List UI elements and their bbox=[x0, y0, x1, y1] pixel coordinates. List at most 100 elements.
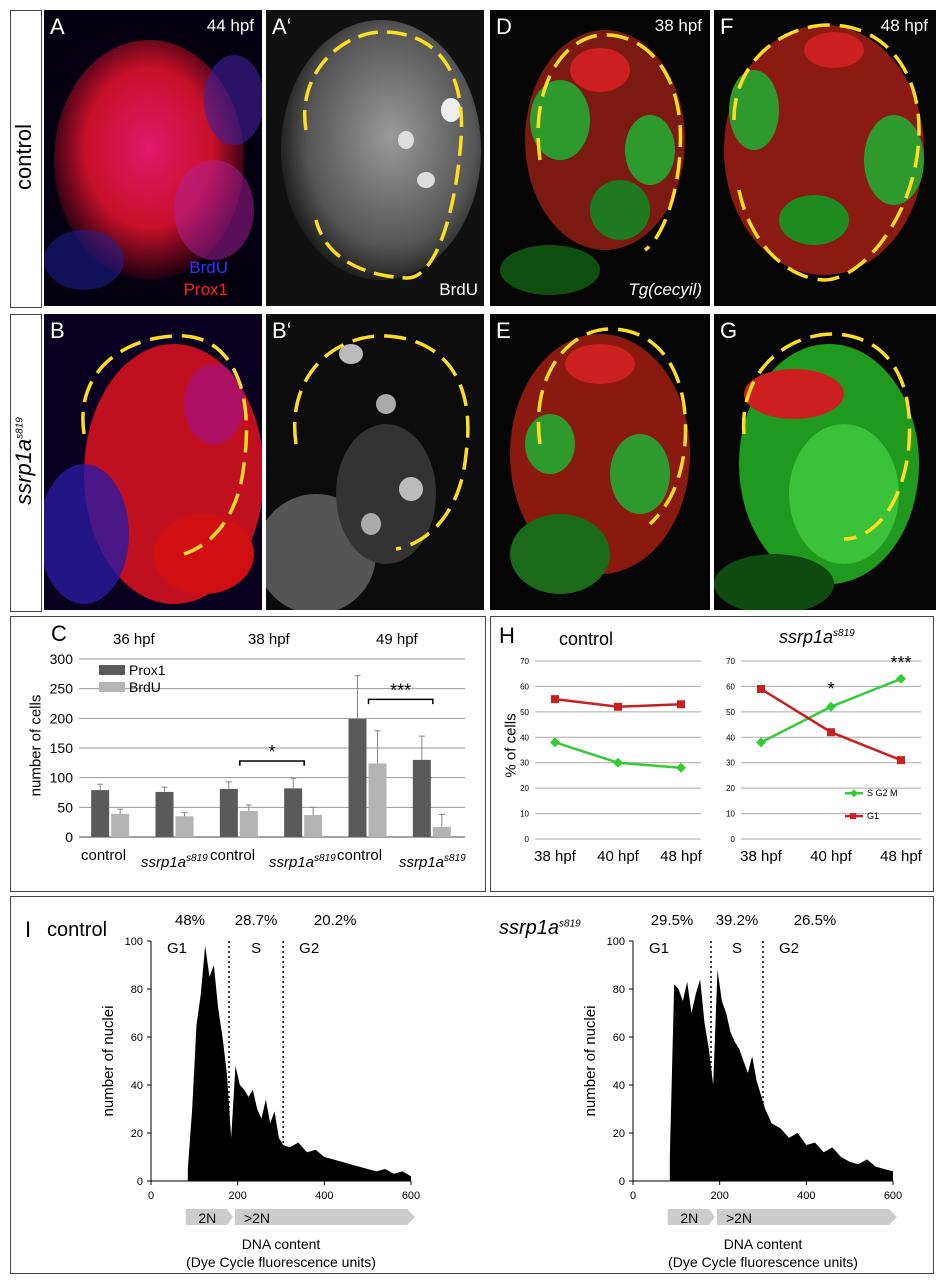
phase-label: G2 bbox=[299, 940, 319, 957]
y-tick-label: 70 bbox=[520, 657, 529, 666]
legend-swatch bbox=[99, 665, 125, 675]
category-label-mutant-1: ssrp1as819 bbox=[141, 853, 208, 871]
x-tick-label: 38 hpf bbox=[740, 848, 783, 865]
bar bbox=[239, 810, 258, 837]
ploidy-label: 2N bbox=[680, 1210, 698, 1226]
panel-i-title-mutant: ssrp1as819 bbox=[499, 917, 581, 939]
series-line bbox=[760, 687, 902, 762]
category-label-mutant-2: ssrp1as819 bbox=[269, 853, 336, 871]
panel-label-f: F bbox=[720, 14, 734, 39]
stain-label-brdu: BrdU bbox=[189, 258, 228, 277]
phase-label: S bbox=[251, 940, 261, 957]
significance-bracket bbox=[367, 698, 434, 705]
micrograph-f-image bbox=[714, 10, 936, 306]
x-tick-label: 38 hpf bbox=[534, 848, 577, 865]
micrograph-g: G bbox=[714, 314, 936, 610]
x-tick-label: 600 bbox=[884, 1190, 902, 1202]
x-tick-label: 40 hpf bbox=[810, 848, 853, 865]
micrograph-d-image bbox=[490, 10, 710, 306]
bar bbox=[91, 790, 110, 837]
time-label-48hpf: 48 hpf bbox=[880, 16, 928, 35]
legend-marker bbox=[850, 789, 858, 798]
ploidy-label: >2N bbox=[726, 1210, 752, 1226]
y-tick-label: 60 bbox=[520, 682, 529, 691]
phase-percentage: 28.7% bbox=[235, 912, 278, 929]
y-tick-label: 100 bbox=[50, 770, 74, 786]
y-tick-label: 40 bbox=[520, 733, 529, 742]
y-tick-label: 100 bbox=[607, 936, 625, 948]
panel-label-h: H bbox=[499, 623, 515, 648]
time-label-44hpf: 44 hpf bbox=[206, 16, 254, 35]
micrograph-b-prime-image bbox=[266, 314, 484, 610]
data-point bbox=[897, 756, 905, 765]
x-tick-label: 200 bbox=[228, 1190, 246, 1202]
time-label-49hpf: 49 hpf bbox=[376, 631, 418, 648]
y-tick-label: 200 bbox=[50, 710, 74, 726]
panel-label-b: B bbox=[50, 318, 65, 343]
time-label-38hpf: 38 hpf bbox=[654, 16, 702, 35]
y-tick-label: 20 bbox=[520, 784, 529, 793]
y-tick-label: 0 bbox=[525, 835, 530, 844]
ploidy-bar-gt2n bbox=[235, 1209, 415, 1225]
significance-star: * bbox=[268, 742, 275, 762]
data-point bbox=[756, 737, 766, 748]
phase-percentage: 20.2% bbox=[314, 912, 357, 929]
phase-label: G1 bbox=[649, 940, 669, 957]
y-tick-label: 0 bbox=[137, 1176, 143, 1188]
bar bbox=[368, 763, 387, 837]
bar bbox=[412, 759, 431, 837]
y-tick-label: 20 bbox=[726, 784, 735, 793]
micrograph-e-image bbox=[490, 314, 710, 610]
data-point bbox=[614, 702, 622, 711]
bar bbox=[111, 813, 130, 837]
micrograph-a-prime-image bbox=[266, 10, 484, 306]
x-tick-label: 48 hpf bbox=[880, 848, 923, 865]
significance-star: * bbox=[827, 679, 834, 699]
y-tick-label: 60 bbox=[131, 1032, 143, 1044]
data-point bbox=[613, 757, 623, 768]
legend-label: S G2 M bbox=[867, 788, 898, 798]
legend-swatch bbox=[99, 682, 125, 692]
x-axis-label-units: (Dye Cycle fluorescence units) bbox=[186, 1254, 376, 1270]
row-label-box-control bbox=[10, 10, 42, 308]
bar bbox=[304, 815, 323, 837]
y-tick-label: 0 bbox=[619, 1176, 625, 1188]
phase-percentage: 48% bbox=[175, 912, 205, 929]
bar bbox=[155, 791, 174, 837]
row-label-mutant: ssrp1as819 bbox=[11, 417, 36, 505]
category-label-mutant-3: ssrp1as819 bbox=[399, 853, 466, 871]
panel-h-title-mutant: ssrp1as819 bbox=[779, 627, 855, 647]
panel-c-box: C 36 hpf 38 hpf 49 hpf number of cells 0… bbox=[10, 616, 486, 892]
phase-percentage: 39.2% bbox=[716, 912, 759, 929]
micrograph-b-image bbox=[44, 314, 262, 610]
x-tick-label: 48 hpf bbox=[660, 848, 703, 865]
micrograph-b-prime: B‘ bbox=[266, 314, 484, 610]
x-axis-label: DNA content bbox=[724, 1236, 803, 1252]
y-tick-label: 10 bbox=[520, 810, 529, 819]
panel-label-g: G bbox=[720, 318, 738, 343]
x-tick-label: 400 bbox=[797, 1190, 815, 1202]
stain-label-brdu-gray: BrdU bbox=[439, 280, 478, 299]
panel-h-title-control: control bbox=[559, 629, 614, 649]
y-tick-label: 300 bbox=[50, 651, 74, 667]
y-tick-label: 100 bbox=[125, 936, 143, 948]
panel-h-box: H control ssrp1as819 % of cells 0 10 20 30 4… bbox=[490, 616, 934, 892]
bar bbox=[432, 826, 451, 837]
y-tick-label: 80 bbox=[131, 984, 143, 996]
panel-label-a: A bbox=[50, 14, 65, 39]
ploidy-bar-2n bbox=[185, 1209, 233, 1225]
phase-percentage: 29.5% bbox=[651, 912, 694, 929]
y-tick-label: 0 bbox=[65, 829, 73, 845]
y-tick-label: 0 bbox=[731, 835, 736, 844]
ploidy-bar-2n bbox=[667, 1209, 715, 1225]
micrograph-g-image bbox=[714, 314, 936, 610]
category-label-control-3: control bbox=[337, 847, 383, 864]
bar bbox=[348, 718, 367, 837]
y-tick-label: 60 bbox=[613, 1032, 625, 1044]
panel-label-d: D bbox=[496, 14, 512, 39]
histogram-area bbox=[187, 945, 411, 1181]
y-tick-label: 10 bbox=[726, 810, 735, 819]
y-tick-label: 150 bbox=[50, 740, 74, 756]
y-axis-label: number of nuclei bbox=[100, 1006, 117, 1117]
data-point bbox=[896, 673, 906, 684]
